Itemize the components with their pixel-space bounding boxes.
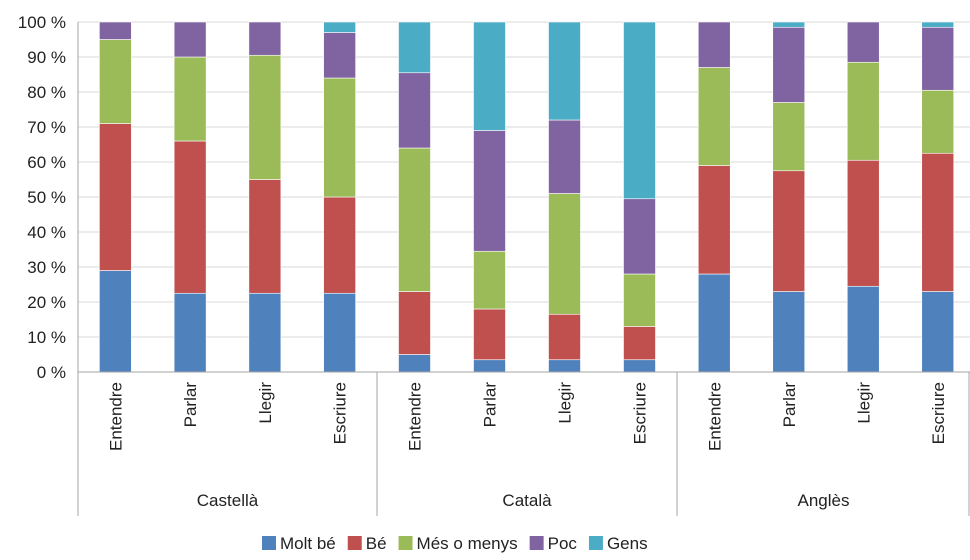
legend-swatch [529,536,544,550]
bar-segment [398,291,431,355]
legend-label: Poc [548,534,578,553]
bar-segment [323,21,356,33]
bar-segment [921,291,955,373]
bar-segment [548,119,581,194]
legend-swatch [588,536,603,550]
bar-segment [248,21,282,56]
bar-segment [623,198,656,275]
category-label: Parlar [181,382,200,428]
bar-segment [173,21,207,58]
y-tick-label: 0 % [37,363,66,382]
bar-segment [248,179,282,294]
bar-segment [697,67,731,166]
bar-segment [323,77,356,198]
bar-segment [623,21,656,200]
bar-segment [921,26,955,91]
y-tick-label: 100 % [18,13,66,32]
bar-segment [772,102,806,172]
bar-segment [846,61,880,161]
bar-segment [473,130,506,252]
bar-segment [473,308,506,361]
bar-segment [99,39,132,124]
bar-segment [323,32,356,79]
bar-segment [921,89,955,154]
bar-segment [846,21,880,63]
category-label: Escriure [631,382,650,444]
y-tick-label: 10 % [27,328,66,347]
legend-label: Més o menys [417,534,518,553]
category-label: Entendre [406,382,425,451]
bar-segment [697,273,731,373]
y-tick-label: 30 % [27,258,66,277]
legend-swatch [398,536,413,550]
category-label: Escriure [929,382,948,444]
bar-segment [548,193,581,315]
bar-segment [398,354,431,373]
bar-segment [398,147,431,292]
category-label: Llegir [854,382,873,424]
bar-segment [548,359,581,373]
y-tick-label: 60 % [27,153,66,172]
bar-segment [846,285,880,373]
bar-segment [921,152,955,292]
bar-segment [548,313,581,361]
y-tick-labels: 0 % 10 % 20 % 30 % 40 % 50 % 60 % 70 % 80 % 90 % 1… [18,13,66,382]
y-tick-label: 50 % [27,188,66,207]
gridlines [78,21,970,338]
bar-segment [623,326,656,361]
group-label: Castellà [197,491,259,510]
category-label: Entendre [106,382,125,451]
bar-segment [548,21,581,121]
legend-label: Bé [366,534,387,553]
bar-segment [248,292,282,373]
bar-segment [398,21,431,74]
bar-segment [398,72,431,149]
category-label: Llegir [556,382,575,424]
legend: Molt bé Bé Més o menys Poc Gens [262,534,648,553]
bar-segment [772,170,806,292]
bar-segment [623,273,656,327]
y-tick-label: 70 % [27,118,66,137]
bar-segment [173,140,207,294]
bar-segment [99,123,132,271]
bar-segment [473,359,506,373]
legend-label: Gens [607,534,648,553]
bar-segment [473,21,506,131]
legend-label: Molt bé [280,534,336,553]
category-label: Llegir [256,382,275,424]
category-label: Escriure [331,382,350,444]
bar-segment [772,21,806,28]
y-tick-label: 80 % [27,83,66,102]
bar-segment [173,292,207,373]
axes [77,22,970,516]
category-label: Parlar [481,382,500,428]
bar-segment [921,21,955,28]
bar-segment [772,26,806,103]
bar-segment [623,359,656,373]
bar-segment [473,250,506,310]
bar-segment [323,292,356,373]
bar-segment [173,56,207,142]
bar-segment [772,291,806,373]
bar-segment [99,270,132,373]
bar-segment [697,21,731,68]
group-label: Anglès [798,491,850,510]
group-label: Català [502,491,552,510]
bar-segment [846,159,880,287]
bar-segment [248,54,282,180]
group-labels: Castellà Català Anglès [197,491,850,510]
bar-segment [99,21,132,40]
legend-swatch [347,536,362,550]
legend-swatch [262,536,276,550]
category-label: Entendre [705,382,724,451]
y-tick-label: 90 % [27,48,66,67]
bars [99,21,955,373]
bar-segment [697,165,731,275]
bar-segment [323,196,356,294]
category-label: Parlar [780,382,799,428]
y-tick-label: 40 % [27,223,66,242]
y-tick-label: 20 % [27,293,66,312]
category-labels: Entendre Parlar Llegir Escriure Entendre Parl… [106,382,947,451]
